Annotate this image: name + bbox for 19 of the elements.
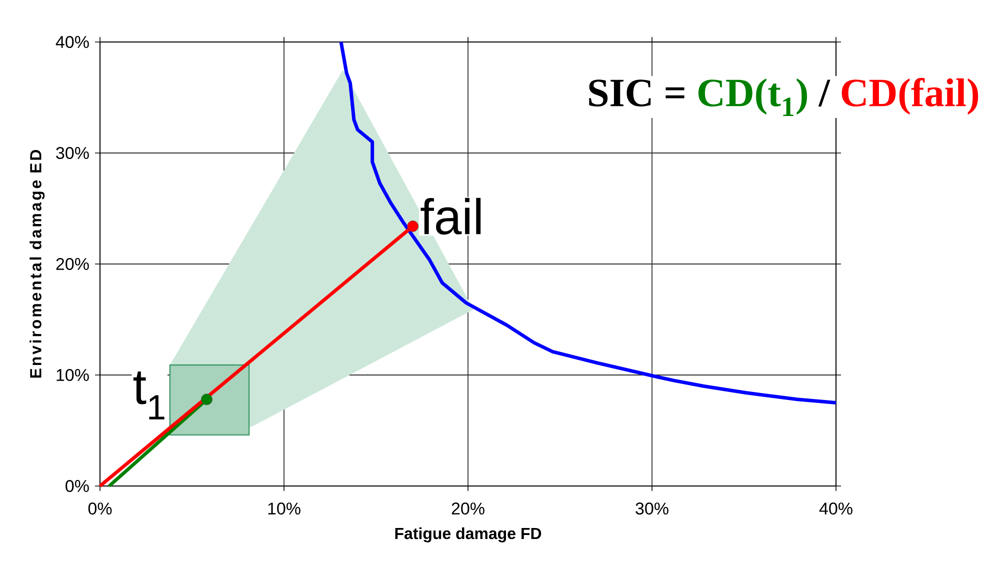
y-tick-label: 20% (56, 258, 89, 270)
y-axis-title: Enviromental damage ED (30, 150, 45, 378)
annotation: CD(t$_{1}$) (698, 78, 807, 116)
x-tick-label: 0% (88, 502, 112, 515)
x-tick-label: 40% (819, 502, 852, 515)
series-label: fail (420, 198, 481, 235)
series-label: t$_{1}$ (133, 371, 164, 420)
annotation: SIC = (589, 80, 684, 106)
y-tick-label: 40% (56, 36, 89, 48)
x-tick-label: 20% (452, 502, 484, 515)
y-tick-label: 30% (56, 146, 89, 160)
y-tick-label: 0% (66, 480, 89, 492)
x-axis-title: Fatigue damage FD (395, 527, 542, 542)
x-tick-label: 10% (268, 502, 300, 515)
annotation: / (818, 80, 830, 106)
y-tick-label: 10% (56, 368, 89, 382)
x-tick-label: 30% (636, 502, 668, 515)
line-series (339, 40, 838, 404)
text: CD(fail) (842, 78, 978, 115)
